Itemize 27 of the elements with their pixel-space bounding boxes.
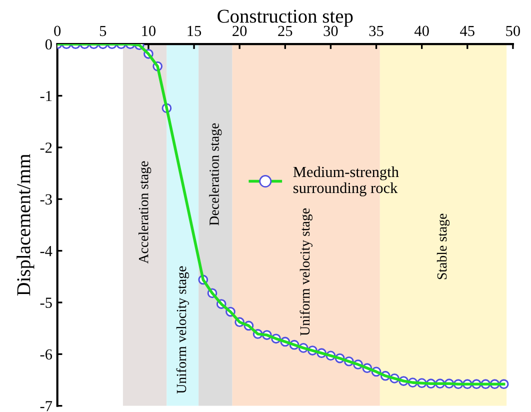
- x-tick-label: 45: [460, 26, 474, 36]
- band-label: Deceleration stage: [209, 123, 222, 226]
- x-tick-label: 20: [232, 26, 247, 36]
- x-tick-label: 15: [188, 26, 202, 36]
- x-tick-label: 30: [324, 26, 338, 36]
- x-tick-label: 35: [369, 26, 384, 36]
- x-tick-label: 25: [278, 26, 292, 36]
- y-tick-label: -2: [40, 142, 52, 153]
- band-label: Uniform velocity stage: [300, 208, 312, 336]
- y-axis-title: Displacement/mm: [16, 154, 34, 296]
- y-tick-label: -5: [40, 298, 52, 308]
- y-tick-label: -6: [40, 349, 52, 360]
- y-tick-label: -1: [40, 90, 52, 102]
- y-tick-label: -7: [40, 401, 52, 412]
- y-tick-label: -4: [40, 246, 52, 256]
- y-tick-label: -3: [40, 194, 52, 205]
- x-axis-title: Construction step: [218, 10, 353, 27]
- band-label: Uniform velocity stage: [176, 266, 190, 394]
- x-tick-label: 0: [54, 26, 61, 36]
- x-tick-label: 5: [100, 26, 106, 36]
- x-tick-label: 10: [142, 26, 156, 36]
- x-tick-label: 40: [414, 26, 429, 36]
- x-tick-label: 50: [506, 26, 520, 36]
- band-label: Stable stage: [436, 214, 450, 280]
- legend-label: Medium-strength surrounding rock: [293, 166, 399, 196]
- y-tick-label: 0: [45, 39, 52, 50]
- band-label: Acceleration stage: [138, 161, 152, 264]
